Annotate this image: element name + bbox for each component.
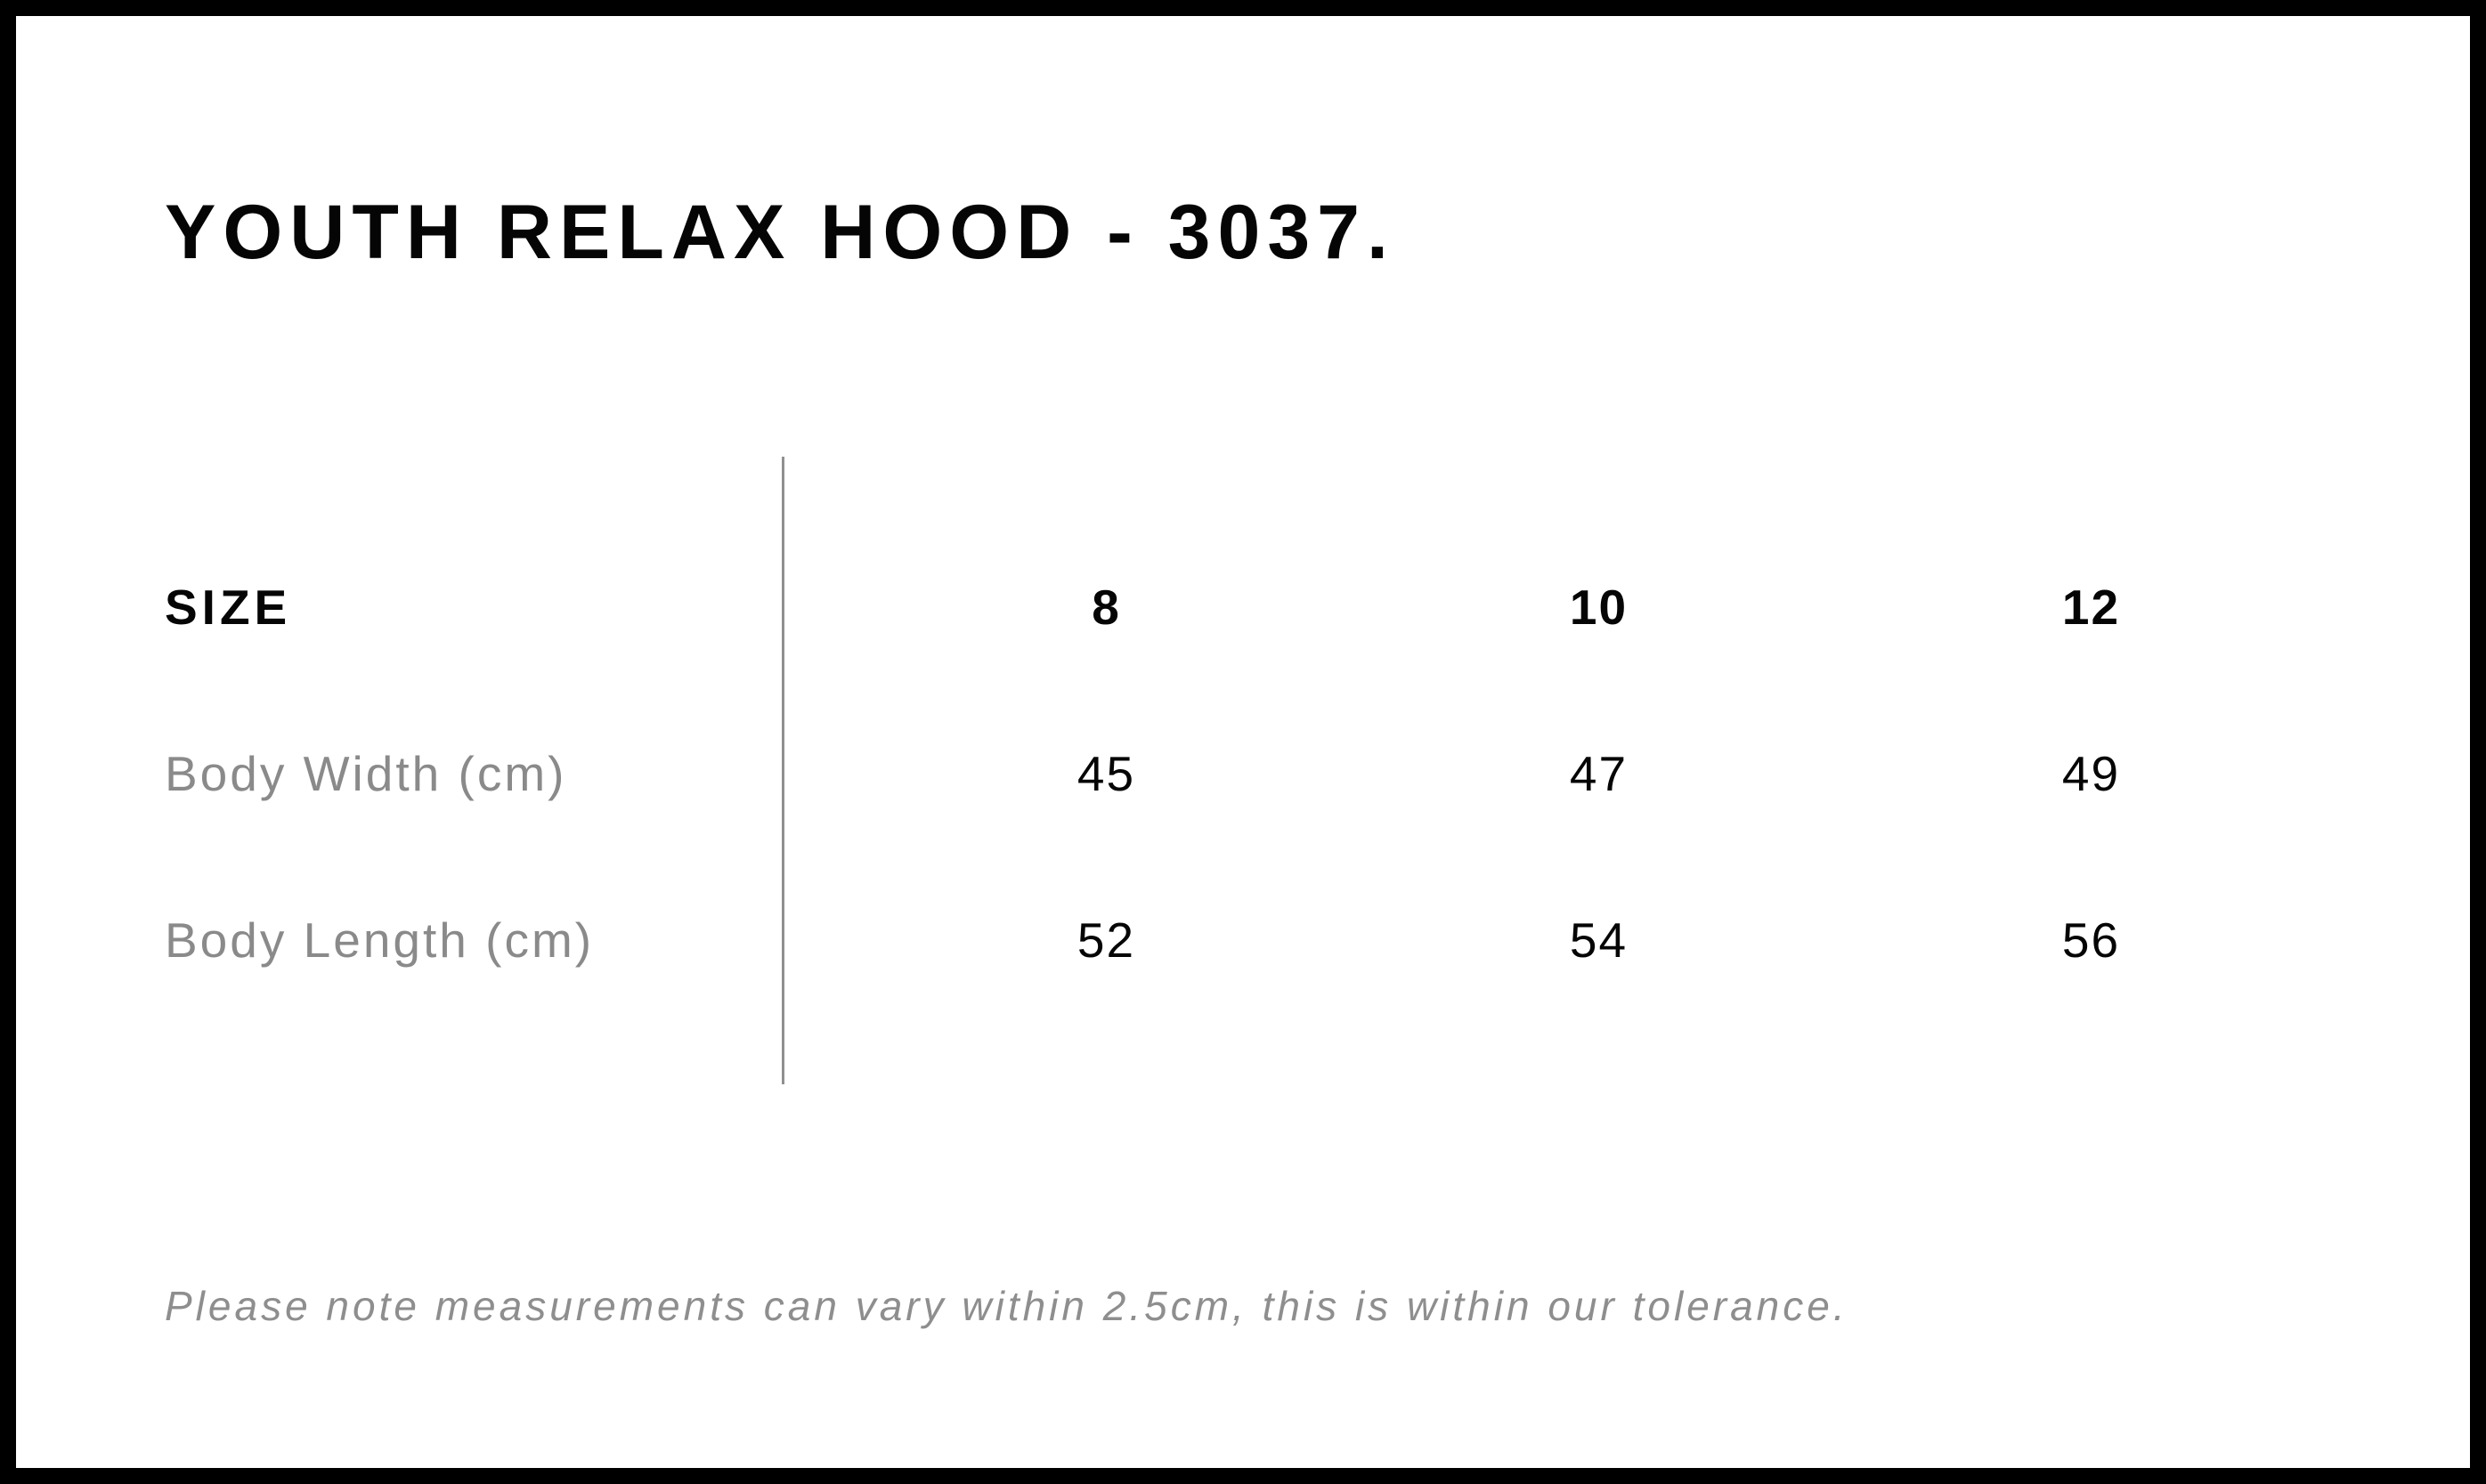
body-width-size-8-value: 45: [1076, 746, 1136, 801]
table-row-body-width: Body Width (cm) 45 47 49: [165, 691, 2337, 857]
page-title: YOUTH RELAX HOOD - 3037.: [165, 190, 1395, 275]
body-width-row-label: Body Width (cm): [165, 746, 567, 801]
body-width-size-12-value: 49: [2061, 746, 2121, 801]
body-length-row-label: Body Length (cm): [165, 912, 595, 968]
tolerance-note: Please note measurements can vary within…: [165, 1283, 1848, 1329]
table-divider-line: [782, 457, 784, 1084]
body-width-size-10-value: 47: [1569, 746, 1629, 801]
table-row-body-length: Body Length (cm) 52 54 56: [165, 857, 2337, 1024]
body-length-size-12-value: 56: [2061, 912, 2121, 968]
size-header-8: 8: [1092, 580, 1121, 635]
size-header-10: 10: [1569, 580, 1629, 635]
table-header-row: SIZE 8 10 12: [165, 524, 2337, 691]
body-length-size-10-value: 54: [1569, 912, 1629, 968]
size-header-12: 12: [2061, 580, 2121, 635]
body-length-size-8-value: 52: [1076, 912, 1136, 968]
size-column-header: SIZE: [165, 580, 292, 635]
